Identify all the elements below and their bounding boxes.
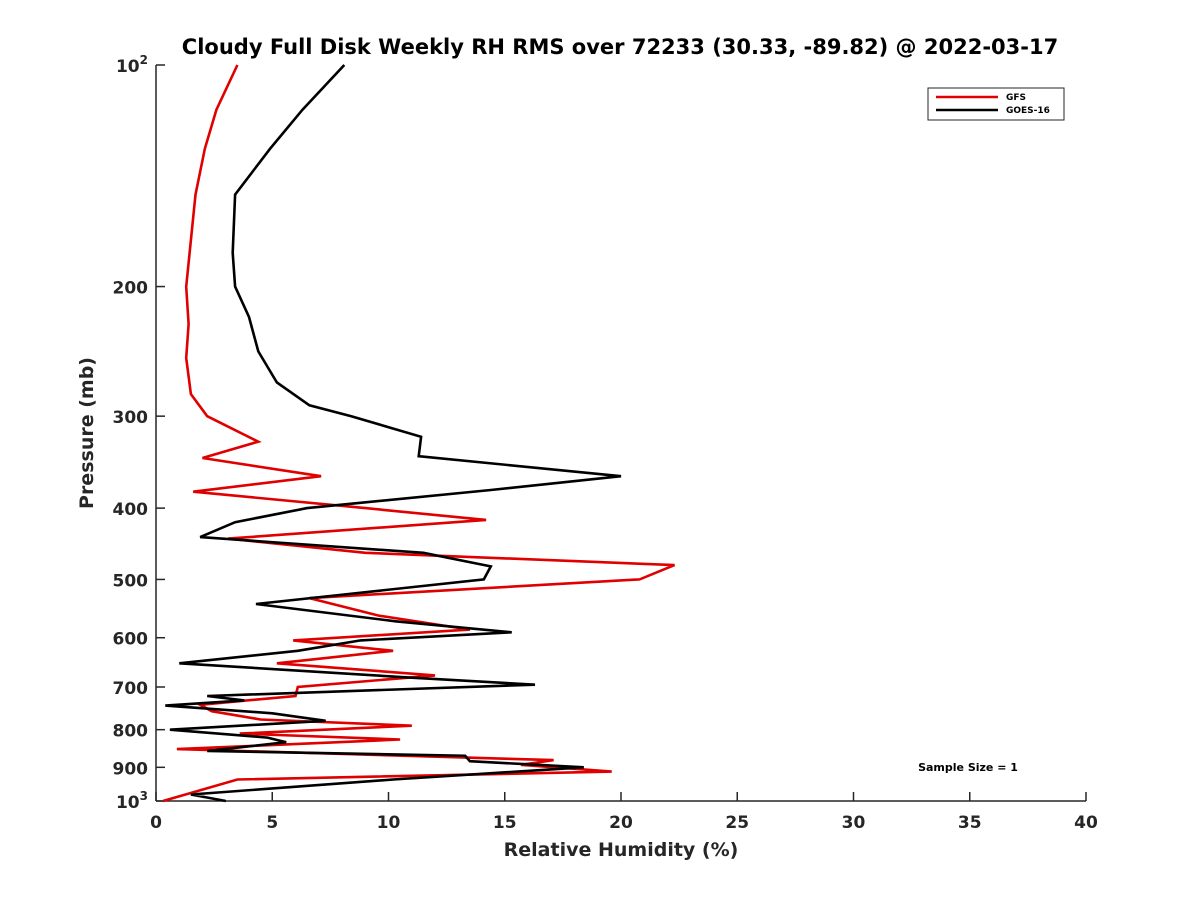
chart-title: Cloudy Full Disk Weekly RH RMS over 7223… [182, 35, 1058, 59]
legend-gfs-label: GFS [1006, 93, 1026, 103]
y-tick-exponent: 2 [140, 53, 148, 67]
x-tick-label: 30 [842, 813, 866, 833]
x-axis-label: Relative Humidity (%) [504, 839, 739, 861]
legend-box [927, 87, 1065, 121]
legend: GFS GOES-16 [927, 87, 1065, 121]
y-tick-label: 103 [116, 789, 148, 813]
y-tick-label: 900 [113, 759, 149, 779]
x-tick-label: 40 [1074, 813, 1098, 833]
y-tick-label: 300 [113, 408, 149, 428]
y-tick-base: 10 [116, 793, 140, 813]
x-ticks: 0 5 10 15 20 25 30 35 40 [150, 792, 1098, 833]
x-tick-label: 35 [958, 813, 982, 833]
y-tick-label: 800 [113, 722, 149, 742]
y-tick-label: 102 [116, 53, 148, 77]
sample-size-annotation: Sample Size = 1 [918, 761, 1018, 774]
x-tick-label: 0 [150, 813, 162, 833]
x-tick-label: 5 [266, 813, 278, 833]
series-line-gfs [162, 64, 675, 803]
series-group [162, 64, 675, 803]
y-tick-label: 700 [113, 679, 149, 699]
x-tick-label: 10 [377, 813, 401, 833]
y-tick-label: 500 [113, 571, 149, 591]
y-tick-label: 600 [113, 630, 149, 650]
y-tick-label: 200 [113, 279, 149, 299]
axes [155, 65, 1086, 802]
y-tick-exponent: 3 [140, 789, 148, 803]
y-axis-label: Pressure (mb) [76, 357, 98, 509]
legend-goes16-label: GOES-16 [1006, 106, 1050, 116]
x-tick-label: 20 [609, 813, 633, 833]
x-tick-label: 25 [725, 813, 749, 833]
x-tick-label: 15 [493, 813, 517, 833]
series-line-goes16 [165, 64, 622, 803]
y-tick-base: 10 [116, 57, 140, 77]
y-tick-label: 400 [113, 500, 149, 520]
